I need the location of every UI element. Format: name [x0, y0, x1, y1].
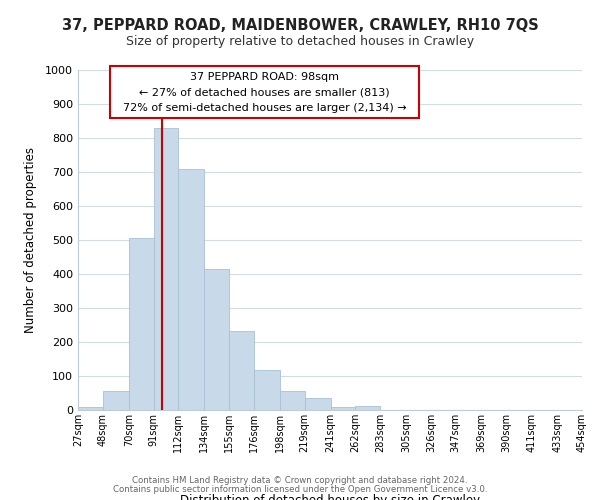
X-axis label: Distribution of detached houses by size in Crawley: Distribution of detached houses by size …: [180, 494, 480, 500]
Bar: [280, 390, 305, 410]
Bar: [254, 370, 280, 410]
Text: 37, PEPPARD ROAD, MAIDENBOWER, CRAWLEY, RH10 7QS: 37, PEPPARD ROAD, MAIDENBOWER, CRAWLEY, …: [62, 18, 538, 32]
Text: Contains public sector information licensed under the Open Government Licence v3: Contains public sector information licen…: [113, 485, 487, 494]
Bar: [204, 268, 229, 410]
Bar: [305, 398, 331, 410]
Bar: [229, 331, 254, 410]
Text: Size of property relative to detached houses in Crawley: Size of property relative to detached ho…: [126, 35, 474, 48]
Bar: [154, 128, 178, 410]
Text: 37 PEPPARD ROAD: 98sqm  
  ← 27% of detached houses are smaller (813)  
  72% of: 37 PEPPARD ROAD: 98sqm ← 27% of detached…: [116, 72, 413, 113]
Bar: [103, 392, 129, 410]
Bar: [355, 406, 380, 410]
Text: Contains HM Land Registry data © Crown copyright and database right 2024.: Contains HM Land Registry data © Crown c…: [132, 476, 468, 485]
Bar: [129, 238, 154, 410]
Bar: [78, 406, 103, 410]
Bar: [178, 168, 204, 410]
Bar: [331, 406, 355, 410]
Y-axis label: Number of detached properties: Number of detached properties: [24, 147, 37, 333]
